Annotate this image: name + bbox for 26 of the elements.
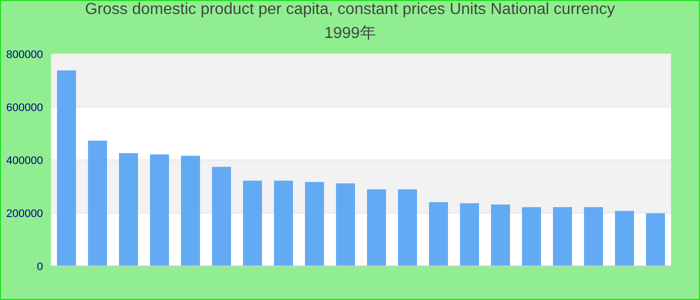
- bar: [553, 207, 572, 266]
- bar: [615, 210, 634, 266]
- bar: [584, 207, 603, 266]
- y-tick-label: 0: [36, 260, 43, 273]
- bar: [88, 140, 107, 266]
- bar: [150, 154, 169, 266]
- bar: [274, 180, 293, 266]
- bar: [367, 189, 386, 266]
- bar: [212, 166, 231, 266]
- bar: [491, 204, 510, 266]
- bar: [398, 189, 417, 266]
- bar: [646, 213, 665, 266]
- y-tick-label: 400000: [6, 154, 43, 167]
- bar: [460, 203, 479, 266]
- bar: [57, 70, 76, 266]
- chart-title: Gross domestic product per capita, constant prices Units National currency 1999年: [84, 0, 616, 44]
- y-tick-label: 600000: [6, 102, 43, 114]
- y-tick-label: 200000: [6, 208, 43, 220]
- bar: [336, 183, 355, 266]
- bar: [305, 182, 324, 266]
- bar: [243, 180, 262, 266]
- bar: [522, 207, 541, 266]
- bar: [119, 153, 138, 266]
- y-tick-label: 800000: [6, 48, 43, 61]
- bar: [181, 156, 200, 266]
- bar: [429, 202, 448, 266]
